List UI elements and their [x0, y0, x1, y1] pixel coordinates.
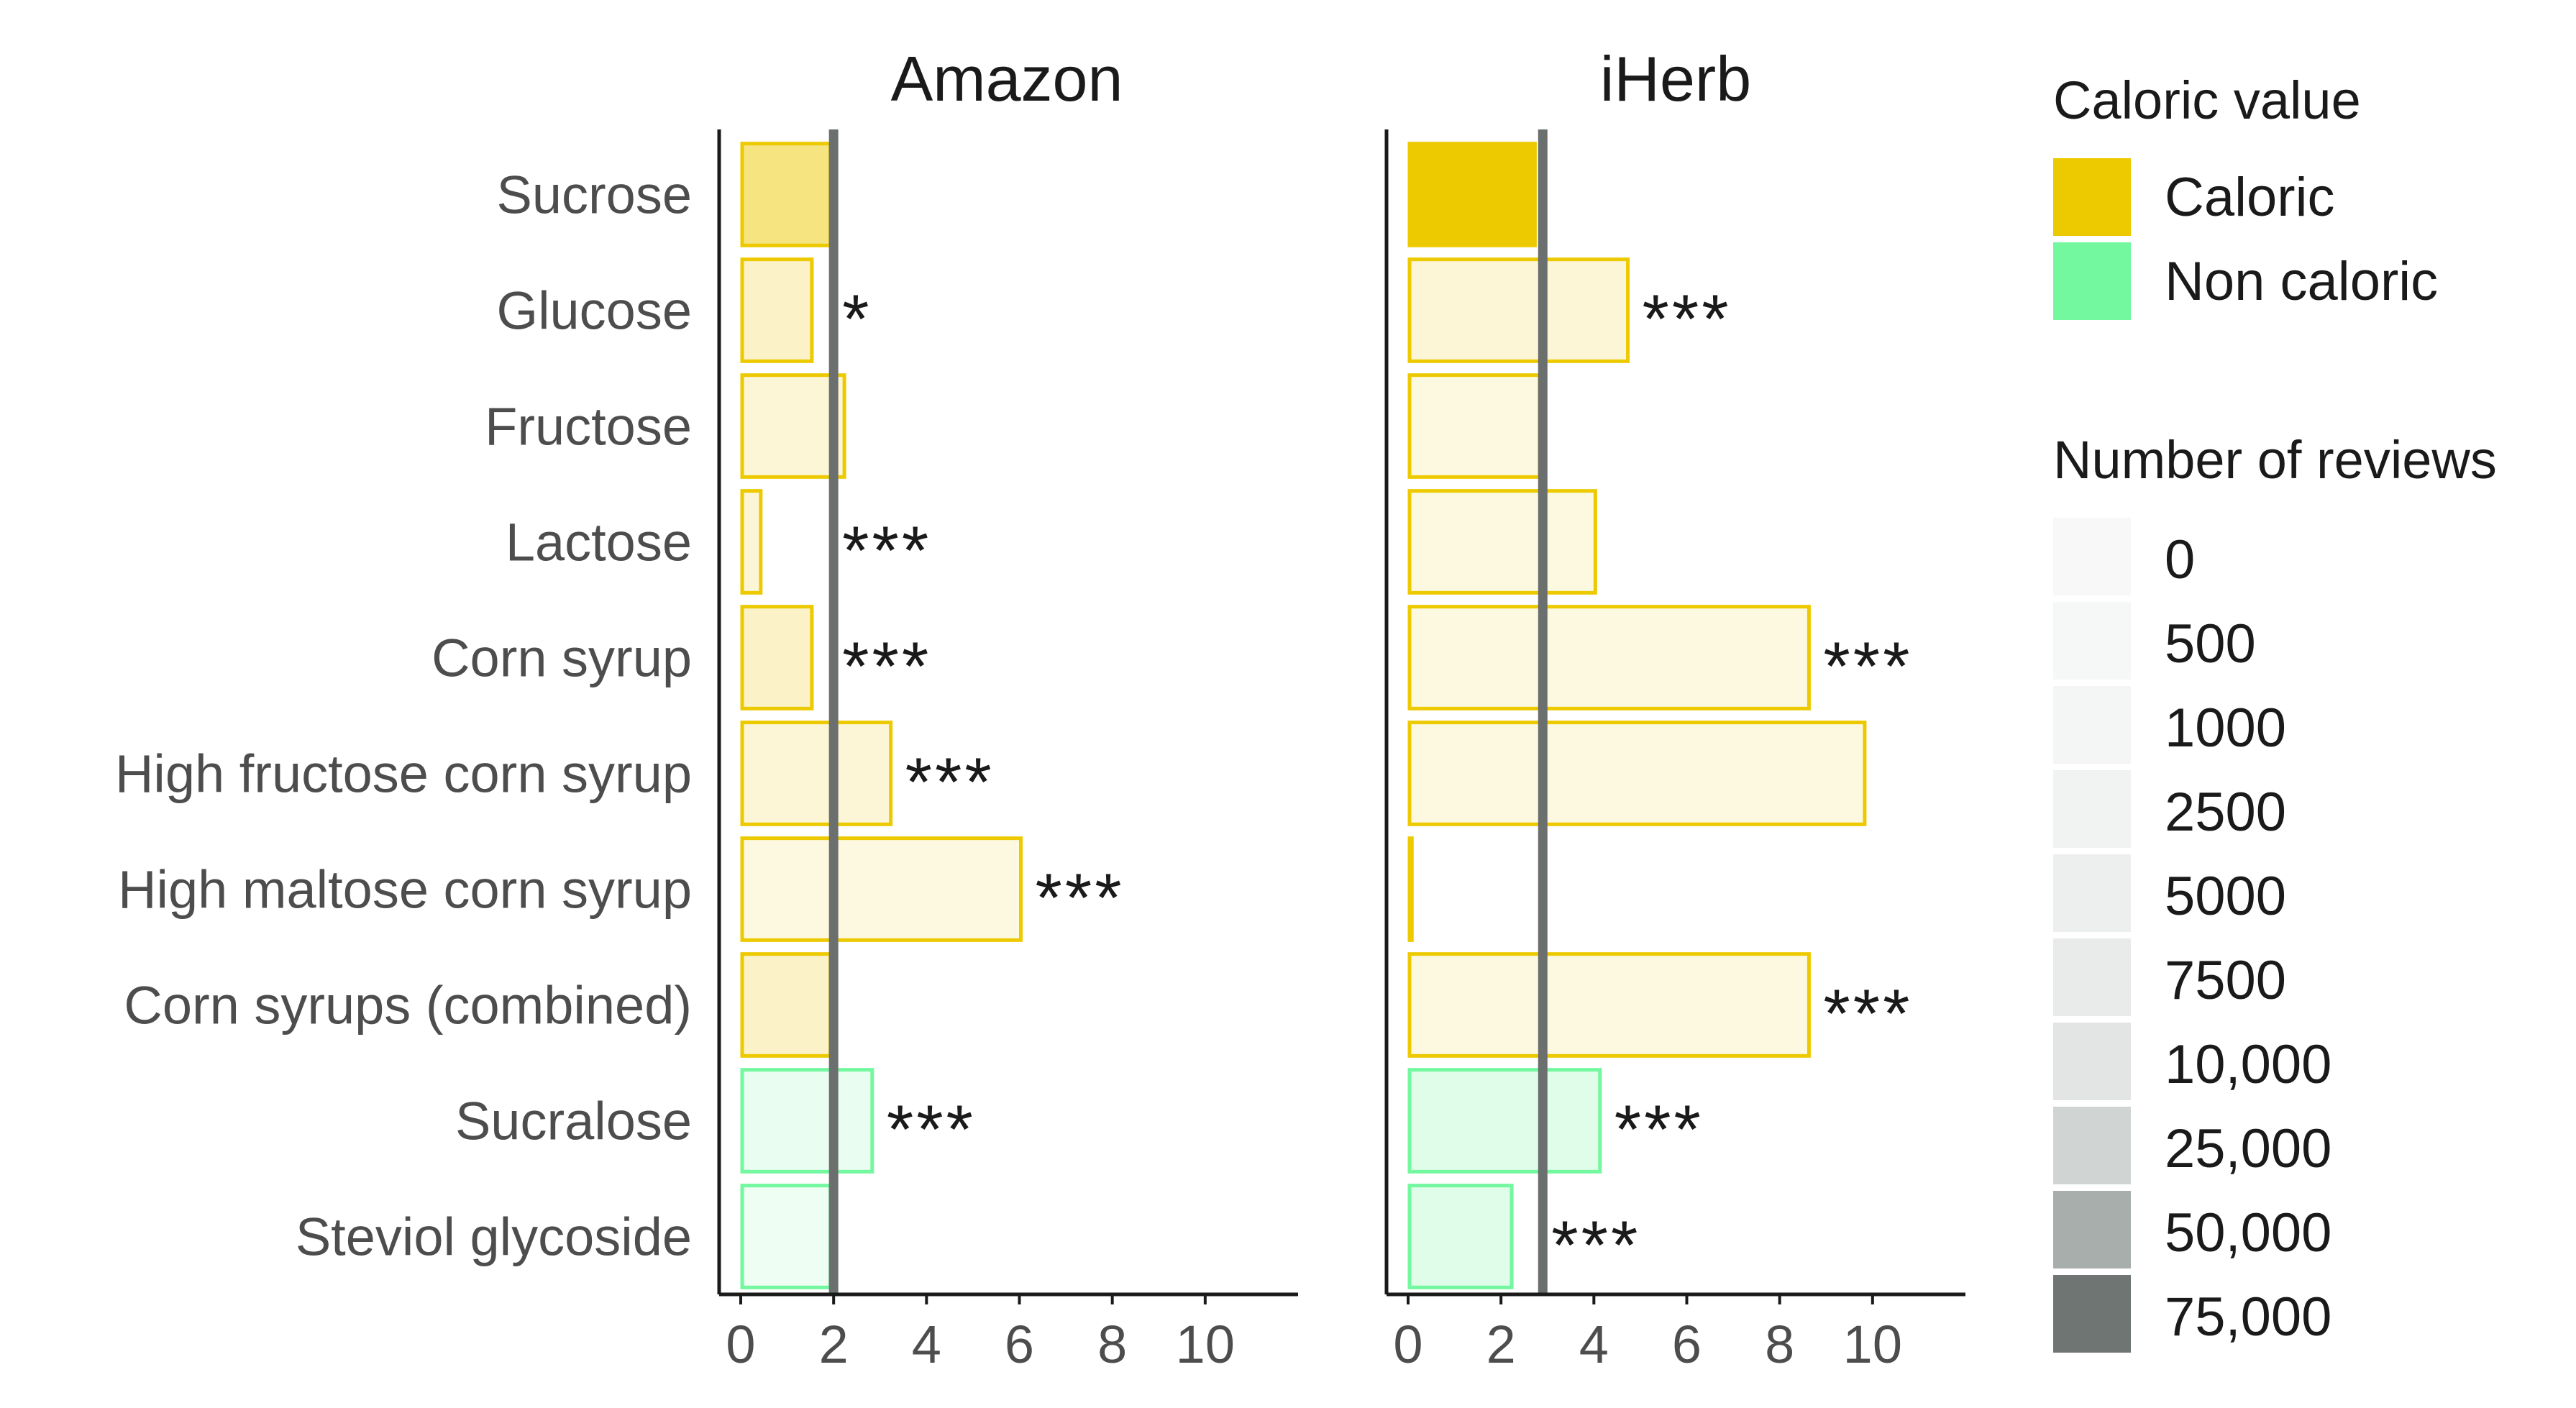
x-ticks-amazon: 0 2 4 6 8 10	[726, 1294, 1235, 1374]
y-tick-label-steviol-glycoside: Steviol glycoside	[296, 1207, 692, 1267]
significance-marker-iherb-glucose: ***	[1643, 281, 1732, 358]
x-tick-label-amazon-0: 0	[726, 1315, 755, 1374]
panel-amazon: Amazon****************0 2 4 6 8 10	[717, 43, 1298, 1374]
panel-title-iherb: iHerb	[1600, 43, 1751, 114]
x-ticks-iherb: 0 2 4 6 8 10	[1393, 1294, 1902, 1374]
panels-layer: Sucrose Glucose Fructose Lactose Corn syrup H…	[115, 43, 1965, 1374]
legend-swatch-reviews-1000	[2053, 686, 2131, 764]
bars-amazon	[740, 142, 1023, 1289]
legend-swatch-reviews-75-000	[2053, 1275, 2131, 1353]
legend-label-reviews-0: 0	[2165, 529, 2195, 590]
significance-marker-amazon-sucralose: ***	[887, 1092, 976, 1169]
x-tick-label-iherb-0: 0	[1393, 1315, 1422, 1374]
bar-iherb-corn-syrups-combined	[1407, 952, 1811, 1058]
legend-label-reviews-50-000: 50,000	[2165, 1202, 2331, 1263]
bars-iherb	[1407, 142, 1867, 1289]
bar-iherb-high-maltose-corn-syrup	[1407, 836, 1414, 942]
y-tick-label-lactose: Lactose	[506, 513, 692, 572]
legend-swatch-reviews-2500	[2053, 770, 2131, 848]
legend-label-reviews-25-000: 25,000	[2165, 1118, 2331, 1179]
legend-title-number-of-reviews: Number of reviews	[2053, 430, 2497, 490]
bar-iherb-lactose	[1407, 489, 1597, 595]
y-tick-label-fructose: Fructose	[485, 397, 692, 457]
x-tick-label-amazon-6: 6	[1005, 1315, 1034, 1374]
legend-label-reviews-75-000: 75,000	[2165, 1286, 2331, 1348]
significance-marker-iherb-steviol-glycoside: ***	[1551, 1207, 1640, 1284]
bar-amazon-glucose	[740, 257, 814, 363]
significance-marker-amazon-high-maltose-corn-syrup: ***	[1036, 860, 1125, 937]
significance-marker-amazon-glucose: *	[842, 281, 872, 358]
legend-label-reviews-5000: 5000	[2165, 866, 2286, 927]
bar-amazon-lactose	[740, 489, 763, 595]
y-tick-label-glucose: Glucose	[497, 281, 692, 341]
x-tick-label-amazon-4: 4	[912, 1315, 941, 1374]
bar-amazon-sucralose	[740, 1068, 874, 1174]
legend-label-reviews-500: 500	[2165, 613, 2256, 675]
x-tick-label-iherb-4: 4	[1579, 1315, 1609, 1374]
bar-amazon-fructose	[740, 373, 846, 479]
y-tick-label-high-maltose-corn-syrup: High maltose corn syrup	[118, 860, 692, 920]
x-tick-label-amazon-2: 2	[819, 1315, 849, 1374]
legend-layer: Caloric value Caloric Non caloric Number of…	[2053, 70, 2497, 1353]
bar-amazon-corn-syrups-combined	[740, 952, 833, 1058]
legend-label-caloric: Caloric	[2165, 167, 2335, 228]
significance-iherb: *** *** *** *** ***	[1551, 281, 1912, 1284]
bar-iherb-high-fructose-corn-syrup	[1407, 721, 1867, 826]
bar-iherb-fructose	[1407, 373, 1542, 479]
bar-amazon-sucrose	[740, 142, 833, 247]
bar-iherb-sucrose	[1407, 142, 1537, 247]
significance-marker-amazon-high-fructose-corn-syrup: ***	[905, 744, 995, 821]
y-tick-label-high-fructose-corn-syrup: High fructose corn syrup	[115, 744, 692, 804]
legend-label-reviews-10-000: 10,000	[2165, 1034, 2331, 1095]
x-tick-label-iherb-6: 6	[1672, 1315, 1702, 1374]
bar-amazon-high-fructose-corn-syrup	[740, 721, 893, 826]
significance-marker-amazon-lactose: ***	[842, 513, 931, 590]
significance-marker-iherb-corn-syrups-combined: ***	[1823, 976, 1912, 1053]
bar-iherb-sucralose	[1407, 1068, 1602, 1174]
x-tick-label-iherb-10: 10	[1843, 1315, 1902, 1374]
legend-label-reviews-2500: 2500	[2165, 782, 2286, 843]
legend-swatch-reviews-0	[2053, 518, 2131, 595]
significance-marker-iherb-sucralose: ***	[1614, 1092, 1704, 1169]
x-tick-label-amazon-8: 8	[1097, 1315, 1127, 1374]
legend-swatch-reviews-500	[2053, 602, 2131, 680]
legend-label-reviews-7500: 7500	[2165, 950, 2286, 1011]
legend-label-reviews-1000: 1000	[2165, 698, 2286, 759]
legend-title-caloric-value: Caloric value	[2053, 70, 2361, 130]
legend-swatch-reviews-10-000	[2053, 1023, 2131, 1100]
y-axis-labels: Sucrose Glucose Fructose Lactose Corn syrup H…	[115, 165, 692, 1267]
legend-swatch-non-caloric	[2053, 242, 2131, 320]
x-tick-label-iherb-2: 2	[1486, 1315, 1516, 1374]
panel-iherb: iHerb *** *** *** *** *** 0 2 4 6 8 10	[1384, 43, 1965, 1374]
legend-swatch-reviews-25-000	[2053, 1107, 2131, 1184]
y-tick-label-corn-syrup: Corn syrup	[431, 628, 692, 688]
bar-iherb-glucose	[1407, 257, 1630, 363]
legend-swatch-reviews-5000	[2053, 854, 2131, 932]
significance-marker-amazon-corn-syrup: ***	[842, 628, 931, 705]
y-tick-label-sucrose: Sucrose	[497, 165, 692, 225]
bar-amazon-steviol-glycoside	[740, 1184, 833, 1289]
x-tick-label-iherb-8: 8	[1765, 1315, 1794, 1374]
bar-amazon-corn-syrup	[740, 605, 814, 710]
bar-iherb-steviol-glycoside	[1407, 1184, 1514, 1289]
y-tick-label-corn-syrups-combined: Corn syrups (combined)	[124, 976, 692, 1036]
legend-swatch-reviews-7500	[2053, 938, 2131, 1016]
y-tick-label-sucralose: Sucralose	[455, 1092, 692, 1151]
x-tick-label-amazon-10: 10	[1176, 1315, 1235, 1374]
legend: Caloric value Caloric Non caloric Number of…	[2053, 70, 2497, 1353]
legend-swatch-caloric	[2053, 158, 2131, 236]
legend-swatch-reviews-50-000	[2053, 1191, 2131, 1268]
panel-title-amazon: Amazon	[891, 43, 1123, 114]
significance-marker-iherb-corn-syrup: ***	[1823, 628, 1912, 705]
legend-label-non-caloric: Non caloric	[2165, 251, 2438, 312]
bar-amazon-high-maltose-corn-syrup	[740, 836, 1023, 942]
bar-iherb-corn-syrup	[1407, 605, 1811, 710]
significance-amazon: ****************	[842, 281, 1125, 1169]
